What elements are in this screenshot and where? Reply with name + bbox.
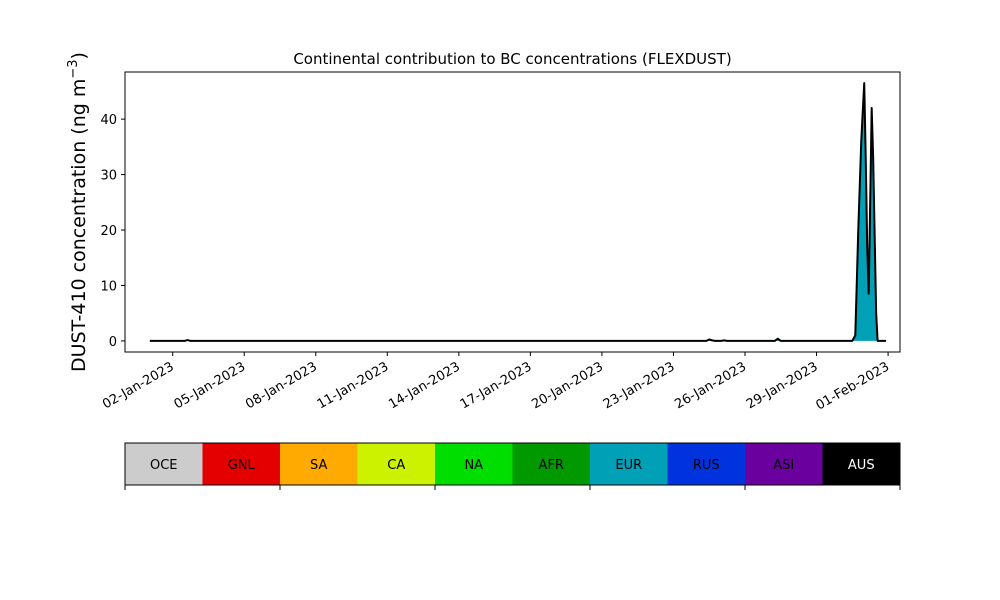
- y-tick-label-40: 40: [100, 113, 117, 128]
- region-colorbar-legend: OCE GNL SA CA NA AFR EUR RUS ASI AUS: [124, 442, 901, 490]
- y-tick-label-20: 20: [100, 224, 117, 239]
- legend-label-eur: EUR: [615, 458, 642, 473]
- y-tick-label-30: 30: [100, 169, 117, 184]
- x-tick-label-23-Jan-2023: 23-Jan-2023: [601, 359, 678, 412]
- legend-label-oce: OCE: [150, 458, 178, 473]
- legend-swatch-ca: [357, 443, 436, 485]
- legend-label-asi: ASI: [773, 458, 794, 473]
- total-line: [149, 82, 887, 342]
- axes-frame: [124, 71, 901, 353]
- plot-area: 0 10 20 30 40 02-Jan-202305-Jan-202308-Jan-20…: [100, 71, 901, 413]
- x-tick-label-05-Jan-2023: 05-Jan-2023: [172, 359, 249, 412]
- legend-swatch-aus: [822, 443, 901, 485]
- x-tick-label-17-Jan-2023: 17-Jan-2023: [458, 359, 535, 412]
- y-axis-label: DUST-410 concentration (ng m−3): [66, 52, 90, 372]
- series-area-eur: [149, 83, 887, 341]
- legend-swatch-eur: [590, 443, 668, 485]
- x-tick-label-26-Jan-2023: 26-Jan-2023: [672, 359, 749, 412]
- x-tick-label-20-Jan-2023: 20-Jan-2023: [529, 359, 606, 412]
- legend-swatch-rus: [667, 443, 746, 485]
- legend-label-na: NA: [464, 458, 483, 473]
- legend-label-aus: AUS: [848, 458, 875, 473]
- legend-label-gnl: GNL: [228, 458, 256, 473]
- legend-label-ca: CA: [387, 458, 405, 473]
- legend-swatch-gnl: [202, 443, 281, 485]
- legend-label-rus: RUS: [693, 458, 720, 473]
- x-tick-label-14-Jan-2023: 14-Jan-2023: [386, 359, 463, 412]
- legend-swatch-na: [435, 443, 513, 485]
- legend-swatch-asi: [745, 443, 823, 485]
- legend-frame: [124, 442, 901, 486]
- x-tick-label-08-Jan-2023: 08-Jan-2023: [243, 359, 320, 412]
- x-tick-label-29-Jan-2023: 29-Jan-2023: [744, 359, 821, 412]
- legend-label-afr: AFR: [539, 458, 564, 473]
- x-tick-label-02-Jan-2023: 02-Jan-2023: [100, 359, 177, 412]
- y-tick-label-10: 10: [100, 279, 117, 294]
- x-tick-label-01-Feb-2023: 01-Feb-2023: [814, 359, 893, 413]
- legend-swatch-afr: [512, 443, 591, 485]
- legend-swatch-sa: [280, 443, 358, 485]
- y-tick-label-0: 0: [109, 335, 117, 350]
- chart-title: Continental contribution to BC concentra…: [293, 50, 731, 68]
- x-tick-label-11-Jan-2023: 11-Jan-2023: [315, 359, 392, 412]
- legend-swatch-oce: [125, 443, 203, 485]
- legend-label-sa: SA: [310, 458, 327, 473]
